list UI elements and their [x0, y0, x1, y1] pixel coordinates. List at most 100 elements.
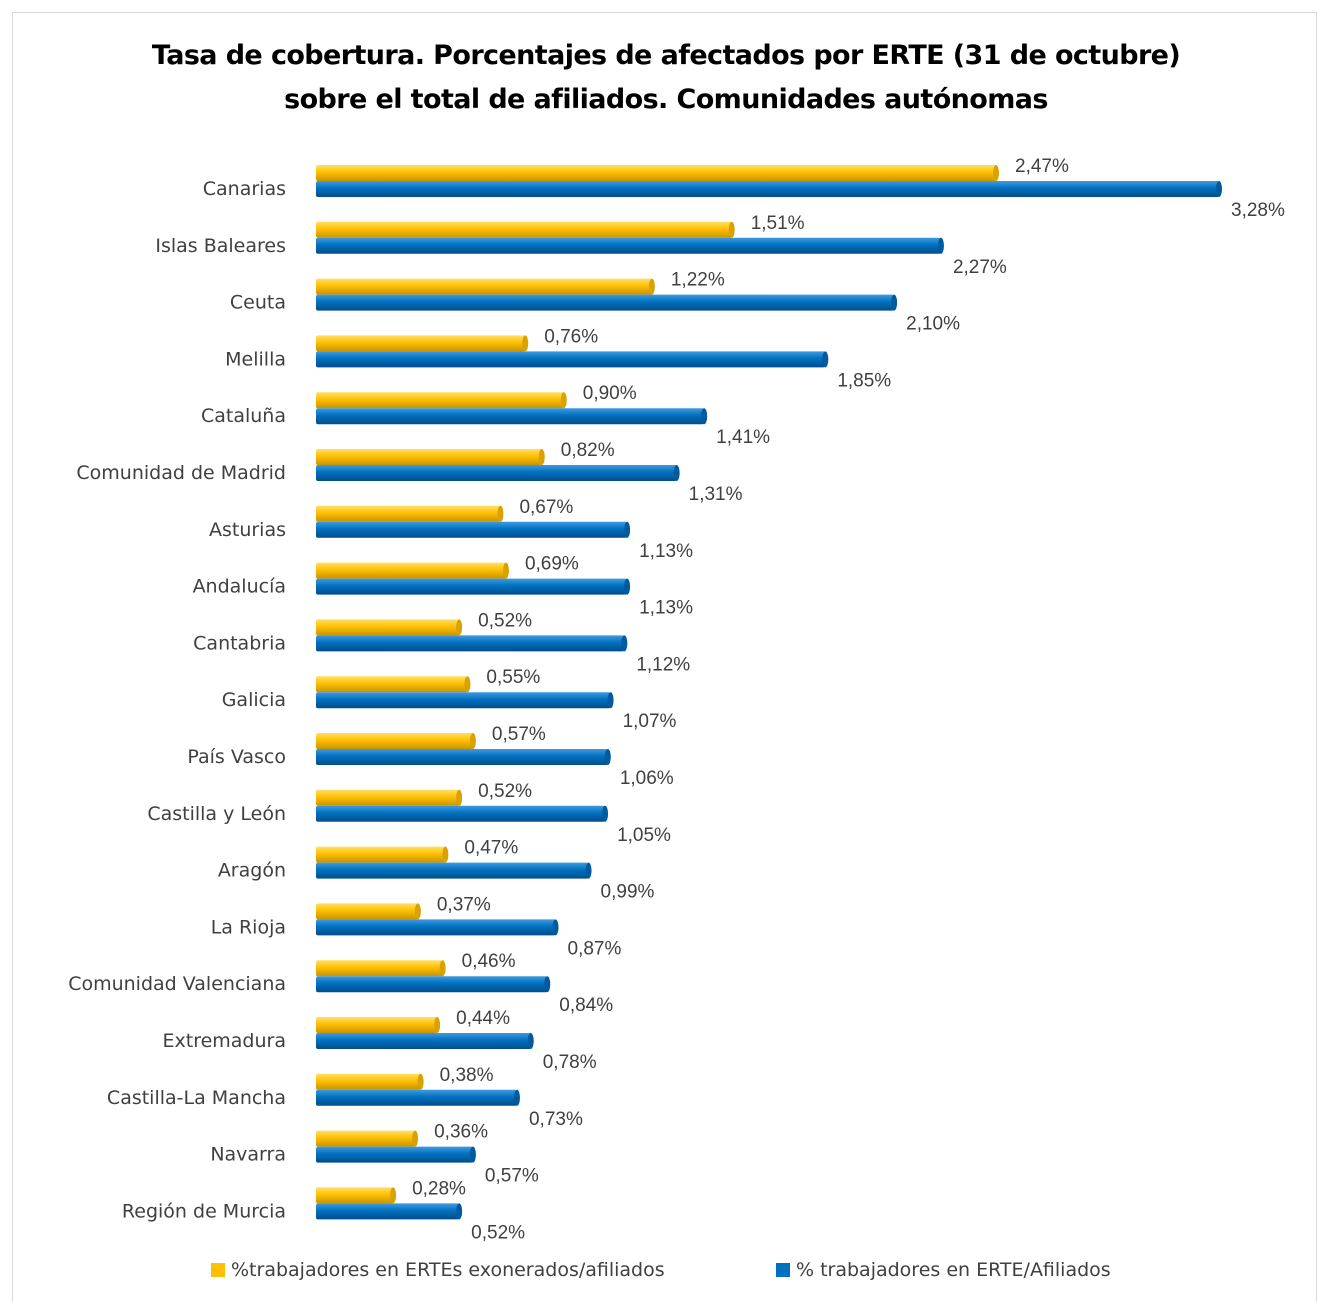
category-label: Cataluña: [201, 405, 286, 427]
data-label-erte: 2,27%: [953, 257, 1007, 278]
data-label-erte: 1,41%: [716, 427, 770, 448]
bar-exonerados: [316, 505, 501, 522]
data-label-exonerados: 0,28%: [412, 1178, 466, 1199]
bar-exonerados: [316, 335, 526, 352]
legend-label-exonerados: %trabajadores en ERTEs exonerados/afilia…: [231, 1259, 665, 1281]
bar-cap-exonerados: [993, 165, 1000, 181]
bar-cap-erte: [891, 294, 898, 311]
category-label: Canarias: [203, 178, 286, 200]
bar-cap-exonerados: [502, 562, 509, 579]
legend-item-erte: % trabajadores en ERTE/Afiliados: [776, 1259, 1111, 1281]
data-label-erte: 1,13%: [639, 541, 693, 562]
bar-exonerados: [316, 392, 564, 409]
bar-exonerados: [316, 221, 732, 238]
bar-cap-erte: [527, 1033, 534, 1049]
category-label: Navarra: [210, 1144, 286, 1166]
data-label-erte: 0,57%: [485, 1166, 539, 1187]
data-label-erte: 1,06%: [620, 768, 674, 789]
bars-group: Canarias 2,47% 3,28% Islas Baleares 1,51% 2,2…: [68, 156, 1285, 1243]
bar-erte: [316, 862, 589, 879]
bar-cap-erte: [602, 805, 609, 822]
bar-cap-exonerados: [469, 733, 476, 749]
bar-exonerados: [316, 165, 997, 181]
category-label: Galicia: [222, 689, 286, 711]
data-label-erte: 1,31%: [689, 484, 743, 505]
category-label: Melilla: [225, 348, 286, 370]
bar-exonerados: [316, 1073, 421, 1090]
bar-cap-exonerados: [412, 1130, 419, 1147]
bar-exonerados: [316, 960, 443, 977]
bar-cap-erte: [937, 237, 944, 254]
bar-exonerados: [316, 449, 542, 465]
bar-cap-exonerados: [560, 392, 567, 409]
data-label-exonerados: 0,46%: [462, 951, 516, 972]
category-label: Castilla-La Mancha: [107, 1087, 286, 1109]
bar-cap-erte: [552, 919, 559, 936]
bar-erte: [316, 294, 895, 311]
data-label-exonerados: 0,55%: [486, 667, 540, 688]
data-label-erte: 0,99%: [601, 882, 655, 903]
data-label-erte: 3,28%: [1231, 200, 1285, 221]
data-label-exonerados: 0,37%: [437, 894, 491, 915]
bar-erte: [316, 1089, 517, 1106]
category-label: La Rioja: [211, 916, 286, 938]
bar-erte: [316, 351, 826, 368]
data-label-exonerados: 0,69%: [525, 554, 579, 575]
bar-cap-exonerados: [434, 1017, 441, 1033]
bar-exonerados: [316, 903, 418, 920]
bar-cap-exonerados: [456, 619, 463, 636]
bar-erte: [316, 635, 625, 652]
bar-erte: [316, 521, 628, 538]
bar-exonerados: [316, 846, 446, 863]
data-label-exonerados: 0,44%: [456, 1008, 510, 1029]
category-label: Andalucía: [193, 576, 286, 598]
category-label: Extremadura: [163, 1030, 287, 1052]
data-label-exonerados: 0,76%: [544, 326, 598, 347]
legend-swatch-yellow: [211, 1263, 225, 1277]
bar-cap-exonerados: [538, 449, 545, 465]
category-label: Cantabria: [193, 632, 286, 654]
bar-erte: [316, 1203, 460, 1220]
bar-exonerados: [316, 676, 468, 693]
bar-cap-erte: [822, 351, 829, 368]
bar-exonerados: [316, 562, 506, 579]
data-label-erte: 0,78%: [543, 1052, 597, 1073]
data-label-exonerados: 1,51%: [751, 213, 805, 234]
data-label-exonerados: 0,52%: [478, 781, 532, 802]
bar-cap-erte: [624, 521, 631, 538]
legend: %trabajadores en ERTEs exonerados/afilia…: [0, 1259, 1332, 1289]
data-label-exonerados: 0,90%: [583, 383, 637, 404]
data-label-erte: 0,52%: [471, 1222, 525, 1243]
bar-erte: [316, 976, 548, 993]
category-label: Asturias: [209, 519, 286, 541]
chart-title-line-1: Tasa de cobertura. Porcentajes de afecta…: [151, 40, 1181, 71]
bar-erte: [316, 805, 606, 822]
legend-item-exonerados: %trabajadores en ERTEs exonerados/afilia…: [211, 1259, 665, 1281]
category-label: Aragón: [218, 860, 286, 882]
chart-title-line-2: sobre el total de afiliados. Comunidades…: [284, 84, 1048, 115]
bar-cap-exonerados: [464, 676, 471, 693]
bar-exonerados: [316, 278, 652, 295]
category-label: Islas Baleares: [155, 235, 286, 257]
bar-erte: [316, 237, 941, 254]
bar-exonerados: [316, 1187, 394, 1204]
bar-cap-erte: [544, 976, 551, 993]
bar-cap-erte: [469, 1146, 476, 1163]
data-label-exonerados: 0,57%: [492, 724, 546, 745]
data-label-exonerados: 0,36%: [434, 1122, 488, 1143]
data-label-erte: 0,73%: [529, 1109, 583, 1130]
bar-cap-erte: [513, 1089, 520, 1106]
data-label-exonerados: 1,22%: [671, 270, 725, 291]
bar-cap-erte: [456, 1203, 463, 1220]
legend-swatch-blue: [776, 1263, 790, 1277]
bar-exonerados: [316, 1130, 416, 1147]
bar-cap-exonerados: [648, 278, 655, 295]
bar-cap-exonerados: [390, 1187, 397, 1204]
bar-cap-erte: [585, 862, 592, 879]
category-label: País Vasco: [187, 746, 286, 768]
bar-erte: [316, 1146, 473, 1163]
data-label-exonerados: 0,52%: [478, 610, 532, 631]
bar-erte: [316, 181, 1219, 197]
bar-exonerados: [316, 1017, 438, 1033]
